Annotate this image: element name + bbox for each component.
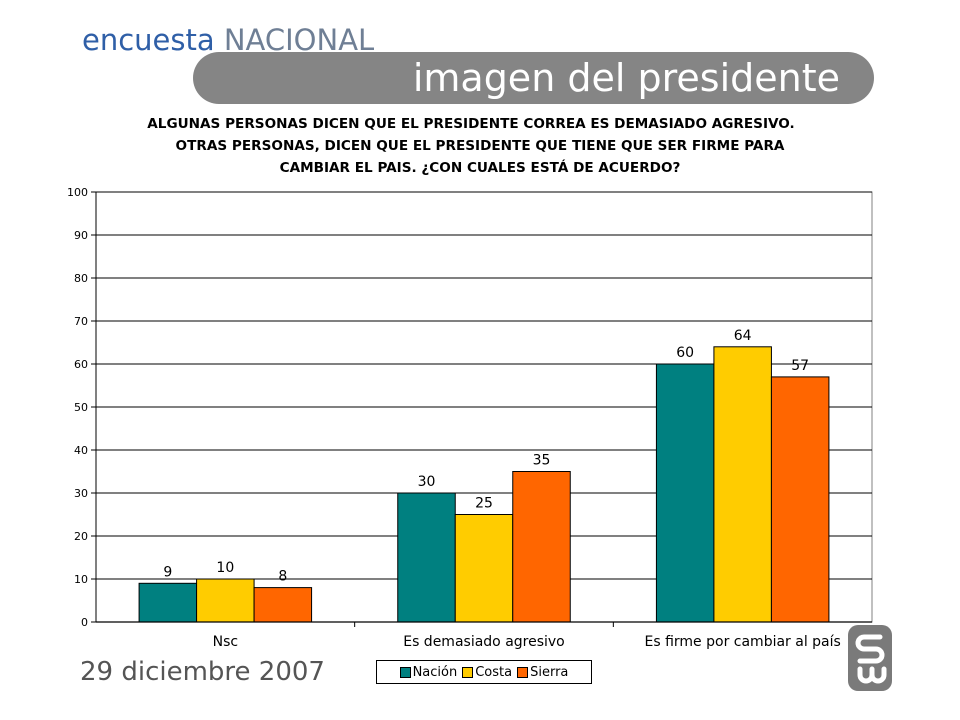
- bar: [770, 376, 830, 623]
- data-label: 64: [734, 328, 752, 344]
- title-banner: imagen del presidente: [193, 52, 874, 104]
- data-label: 10: [216, 560, 234, 576]
- x-category-label: Es firme por cambiar al país: [645, 634, 841, 650]
- y-tick-label: 60: [74, 358, 88, 371]
- legend-entry: Costa: [462, 665, 512, 680]
- brand-lower: encuesta: [82, 23, 215, 57]
- y-tick-label: 40: [74, 444, 88, 457]
- y-tick-label: 80: [74, 272, 88, 285]
- y-tick-label: 0: [81, 616, 88, 629]
- y-tick-label: 90: [74, 229, 88, 242]
- bar: [253, 587, 313, 623]
- y-tick-label: 10: [74, 573, 88, 586]
- legend-entry: Sierra: [517, 665, 568, 680]
- chart-legend: Nación Costa Sierra: [376, 660, 592, 684]
- x-category-label: Es demasiado agresivo: [403, 634, 565, 650]
- bar: [397, 492, 456, 623]
- bar: [138, 582, 198, 623]
- data-label: 30: [418, 474, 436, 490]
- brand-upper: NACIONAL: [223, 23, 375, 57]
- data-label: 9: [163, 564, 172, 580]
- data-label: 8: [278, 569, 287, 585]
- question-line-1: ALGUNAS PERSONAS DICEN QUE EL PRESIDENTE…: [147, 116, 795, 132]
- question-line-2: OTRAS PERSONAS, DICEN QUE EL PRESIDENTE …: [175, 138, 785, 154]
- company-logo-icon: [848, 625, 892, 691]
- legend-entry: Nación: [399, 664, 458, 680]
- survey-question: ALGUNAS PERSONAS DICEN QUE EL PRESIDENTE…: [55, 113, 905, 179]
- brand-line: encuesta NACIONAL: [82, 22, 374, 58]
- data-label: 60: [676, 345, 694, 361]
- bars: [138, 346, 830, 623]
- data-label: 35: [533, 453, 551, 469]
- y-tick-label: 100: [67, 186, 88, 199]
- bar: [713, 346, 772, 623]
- legend-label: Nación: [412, 664, 458, 680]
- legend-label: Sierra: [530, 664, 569, 680]
- x-category-label: Nsc: [213, 634, 238, 650]
- legend-swatch: [399, 666, 411, 678]
- footer-date: 29 diciembre 2007: [80, 657, 325, 687]
- bar: [454, 514, 514, 623]
- data-label: 57: [791, 358, 809, 374]
- y-tick-label: 70: [74, 315, 88, 328]
- bar: [512, 471, 571, 623]
- y-tick-label: 30: [74, 487, 88, 500]
- slide-title: imagen del presidente: [412, 56, 840, 100]
- bar: [655, 363, 715, 623]
- legend-label: Costa: [475, 664, 513, 680]
- legend-swatch: [517, 666, 529, 678]
- axes: [91, 191, 872, 627]
- y-tick-label: 20: [74, 530, 88, 543]
- data-label: 25: [475, 496, 493, 512]
- labels: 0 10 20 30 40 50 60 70 80 90 100 9 10 8 Nsc 30 25 35 Es de…: [67, 186, 841, 650]
- legend-swatch: [462, 666, 474, 678]
- bar: [196, 578, 255, 623]
- question-line-3: CAMBIAR EL PAIS. ¿CON CUALES ESTÁ DE ACU…: [279, 160, 681, 176]
- y-tick-label: 50: [74, 401, 88, 414]
